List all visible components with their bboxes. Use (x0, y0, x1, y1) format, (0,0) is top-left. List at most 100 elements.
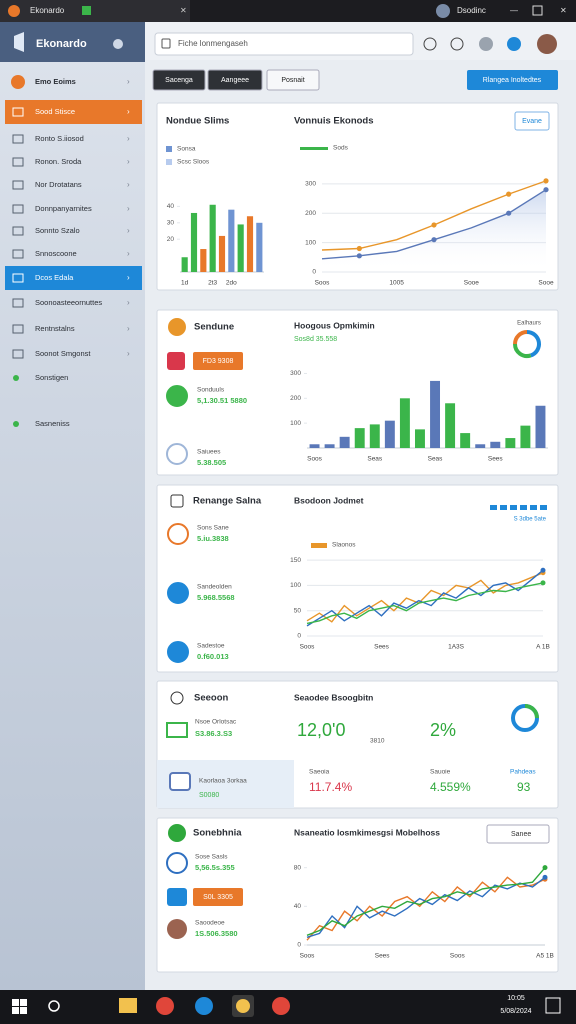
nav-chevron: › (127, 180, 130, 189)
nav-item[interactable]: Donnpanyarnites (35, 204, 92, 213)
nav-item[interactable]: Emo Eoims (35, 77, 76, 86)
clock-time: 10:05 (507, 995, 525, 1002)
user-avatar[interactable] (436, 4, 450, 18)
nav-item[interactable]: Sasneniss (35, 419, 70, 428)
x-tick-label: Sees (374, 644, 390, 651)
panel-button[interactable] (514, 111, 550, 131)
legend-chip (540, 505, 547, 510)
browser-app[interactable] (272, 997, 290, 1015)
minimize[interactable]: — (510, 6, 518, 15)
nav-item[interactable]: Soonot Smgonst (35, 349, 91, 358)
panel-icon (170, 494, 184, 508)
nav-icon (13, 421, 19, 427)
primary-button[interactable] (467, 70, 558, 90)
y-tick-label: 40 (294, 903, 302, 910)
nav-item[interactable]: Soonoasteeornuttes (35, 298, 102, 307)
clock-date: 5/08/2024 (500, 1008, 531, 1015)
browser-app[interactable] (156, 997, 174, 1015)
bar (228, 209, 235, 272)
nav-item[interactable]: Ronto S.iiosod (35, 134, 84, 143)
stat-value: 4.559% (430, 780, 471, 794)
notifications[interactable] (545, 997, 561, 1014)
x-tick-label: Sees (488, 456, 504, 463)
toolbar-button-label: Posnait (281, 77, 304, 84)
nav-icon (12, 324, 24, 334)
line (306, 572, 544, 623)
y-tick-label: 100 (290, 582, 301, 589)
bar (354, 428, 365, 448)
nav-chevron: › (127, 157, 130, 166)
tab-close[interactable]: ✕ (180, 6, 187, 15)
folder-app[interactable] (119, 998, 137, 1013)
y-tick-label: 40 (167, 203, 175, 210)
badge (193, 352, 243, 370)
nav-item[interactable]: Snnoscoone (35, 249, 77, 258)
nav-chevron: › (127, 249, 130, 258)
x-tick-label: A 1B (536, 644, 550, 651)
search-box[interactable] (154, 32, 414, 56)
x-tick-label: Sooe (538, 280, 554, 287)
icon-button[interactable] (450, 37, 464, 51)
app-icon (8, 5, 20, 17)
x-tick-label: 1d (181, 280, 189, 287)
legend-label: Sods (333, 145, 349, 152)
line (306, 867, 546, 936)
chart-title: Hoogous Opmkimin (294, 320, 375, 330)
bar (399, 398, 410, 448)
item-value: 5,56.5s.355 (195, 863, 235, 872)
bar (324, 444, 335, 448)
close[interactable]: ✕ (560, 6, 567, 15)
legend-chip (500, 505, 507, 510)
end-point (542, 874, 548, 880)
search-taskbar[interactable] (48, 1000, 60, 1012)
nav-item[interactable]: Ronon. Sroda (35, 157, 82, 166)
y-tick-label: 300 (290, 370, 301, 377)
donut-segment (526, 330, 541, 358)
stat-value: 93 (517, 780, 531, 794)
tab[interactable] (0, 0, 190, 22)
end-point (542, 865, 548, 871)
profile-photo[interactable] (537, 34, 557, 54)
nav-chevron: › (127, 204, 130, 213)
banner-icon (169, 772, 191, 791)
icon-button[interactable] (507, 37, 521, 51)
nav-chevron: › (127, 298, 130, 307)
icon-button[interactable] (423, 37, 437, 51)
toolbar-button[interactable] (207, 69, 263, 91)
nav-item[interactable]: Sood Stisce (35, 107, 75, 116)
nav-item[interactable]: Rentnstalns (35, 324, 75, 333)
maximize[interactable] (532, 5, 543, 16)
x-tick-label: 2t3 (208, 280, 217, 287)
edge-app[interactable] (195, 997, 213, 1015)
dropdown[interactable] (486, 824, 550, 844)
toolbar-button[interactable] (266, 69, 320, 91)
y-tick-label: 0 (297, 633, 301, 640)
sidebar (0, 22, 145, 990)
stat-label: Sauoie (430, 769, 451, 776)
y-tick-label: 50 (294, 607, 302, 614)
point (356, 253, 362, 259)
area (322, 189, 546, 272)
nav-item[interactable]: Sonnto Szalo (35, 226, 80, 235)
toolbar-button-label: Aangeee (221, 77, 249, 84)
nav-item[interactable]: Dcos Edala (35, 273, 74, 282)
nav-item[interactable]: Nor Drotatans (35, 180, 82, 189)
toolbar-button[interactable] (152, 69, 206, 91)
selected-item[interactable] (5, 266, 142, 290)
x-tick-label: 1005 (389, 280, 404, 287)
highlighted-item[interactable] (5, 100, 142, 124)
nav-icon (12, 204, 24, 214)
icon-button[interactable] (479, 37, 493, 51)
x-tick-label: Sooe (464, 280, 480, 287)
x-tick-label: Soos (450, 953, 466, 960)
item-label: Nsoe Orlotsac (195, 719, 237, 726)
x-tick-label: Seas (367, 456, 383, 463)
panel-icon (168, 318, 186, 336)
nav-item[interactable]: Sonstigen (35, 373, 68, 382)
nav-icon (12, 226, 24, 236)
item-label: Sons Sane (197, 525, 229, 532)
point (431, 222, 437, 228)
y-tick-label: 30 (167, 220, 175, 227)
item-label: Sonduuls (197, 387, 225, 394)
x-tick-label: Soos (307, 456, 323, 463)
